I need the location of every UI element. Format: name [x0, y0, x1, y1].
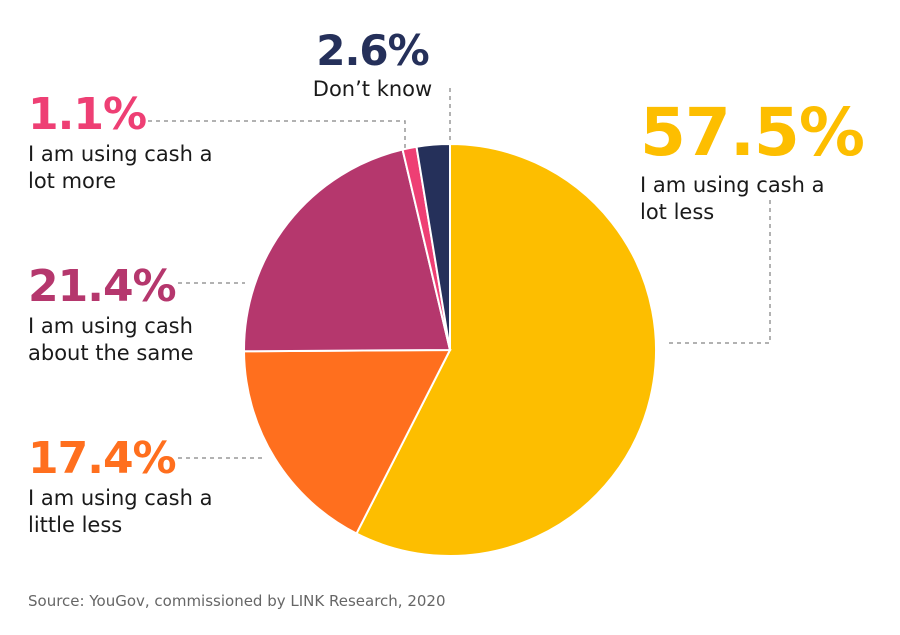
category-label: I am using cash a lot more [28, 142, 213, 193]
slice-label: 1.1% I am using cash a lot more [28, 93, 223, 195]
category-label: I am using cash a little less [28, 486, 213, 537]
category-label: I am using cash a lot less [640, 173, 825, 224]
slice [355, 142, 657, 557]
slice [415, 142, 451, 351]
leader-line [668, 200, 771, 344]
value-label: 21.4% [28, 261, 177, 312]
source: Source: YouGov, commissioned by LINK Res… [28, 592, 446, 610]
slice-label: 17.4% I am using cash a little less [28, 437, 223, 539]
slice-label: 2.6% Don’t know [300, 30, 445, 103]
slice [243, 148, 452, 353]
category-label: I am using cash about the same [28, 314, 194, 365]
value-label: 2.6% [316, 26, 429, 75]
slice-label: 57.5% I am using cash a lot less [640, 94, 865, 226]
leader-line [140, 120, 406, 150]
category-label: Don’t know [312, 77, 433, 101]
slice-label: 21.4% I am using cash about the same [28, 265, 223, 367]
value-label: 1.1% [28, 89, 147, 140]
value-label: 17.4% [28, 433, 177, 484]
slice [242, 348, 452, 535]
value-label: 57.5% [640, 94, 865, 171]
